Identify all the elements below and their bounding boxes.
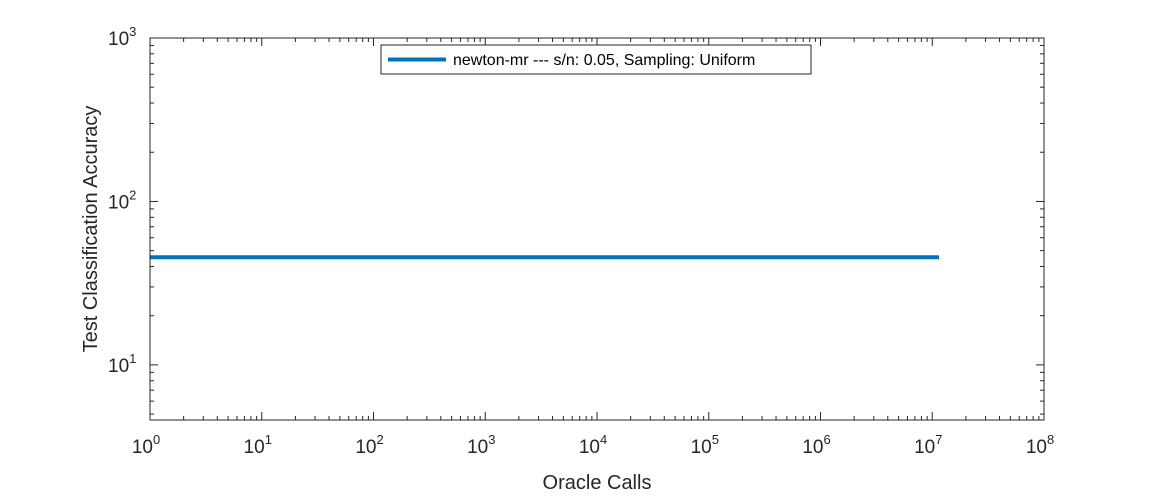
x-tick-base: 10: [244, 437, 265, 458]
y-tick-base: 10: [108, 192, 129, 213]
x-tick-label: 103: [467, 432, 495, 458]
legend-label: newton-mr --- s/n: 0.05, Sampling: Unifo…: [453, 52, 755, 69]
x-tick-base: 10: [132, 437, 153, 458]
x-tick-exponent: 2: [376, 432, 383, 447]
x-tick-base: 10: [914, 437, 935, 458]
x-tick-exponent: 4: [600, 432, 607, 447]
x-tick-label: 100: [132, 432, 160, 458]
x-tick-label: 104: [579, 432, 607, 458]
x-tick-exponent: 0: [153, 432, 160, 447]
x-tick-exponent: 1: [265, 432, 272, 447]
x-tick-label: 107: [914, 432, 942, 458]
x-tick-exponent: 5: [712, 432, 719, 447]
y-axis-title: Test Classification Accuracy: [80, 106, 102, 353]
x-tick-exponent: 8: [1047, 432, 1054, 447]
axes-layer: [149, 37, 1045, 421]
x-tick-exponent: 3: [488, 432, 495, 447]
x-tick-base: 10: [467, 437, 488, 458]
x-tick-exponent: 7: [935, 432, 942, 447]
x-tick-label: 105: [691, 432, 719, 458]
y-tick-base: 10: [108, 356, 129, 377]
x-tick-base: 10: [1026, 437, 1047, 458]
x-tick-label: 106: [802, 432, 830, 458]
x-tick-base: 10: [802, 437, 823, 458]
x-tick-base: 10: [355, 437, 376, 458]
y-tick-exponent: 1: [129, 351, 136, 366]
legend-box: [380, 44, 812, 75]
x-tick-label: 101: [244, 432, 272, 458]
x-axis-title: Oracle Calls: [543, 472, 652, 494]
x-tick-exponent: 6: [823, 432, 830, 447]
y-tick-exponent: 3: [129, 24, 136, 39]
x-tick-base: 10: [579, 437, 600, 458]
x-tick-base: 10: [691, 437, 712, 458]
y-tick-label: 101: [108, 351, 136, 377]
x-tick-label: 108: [1026, 432, 1054, 458]
legend: newton-mr --- s/n: 0.05, Sampling: Unifo…: [380, 44, 812, 75]
x-tick-label: 102: [355, 432, 383, 458]
y-tick-exponent: 2: [129, 187, 136, 202]
y-tick-label: 103: [108, 24, 136, 50]
y-tick-label: 102: [108, 187, 136, 213]
plot-area-background: [150, 38, 1044, 420]
y-tick-base: 10: [108, 29, 129, 50]
